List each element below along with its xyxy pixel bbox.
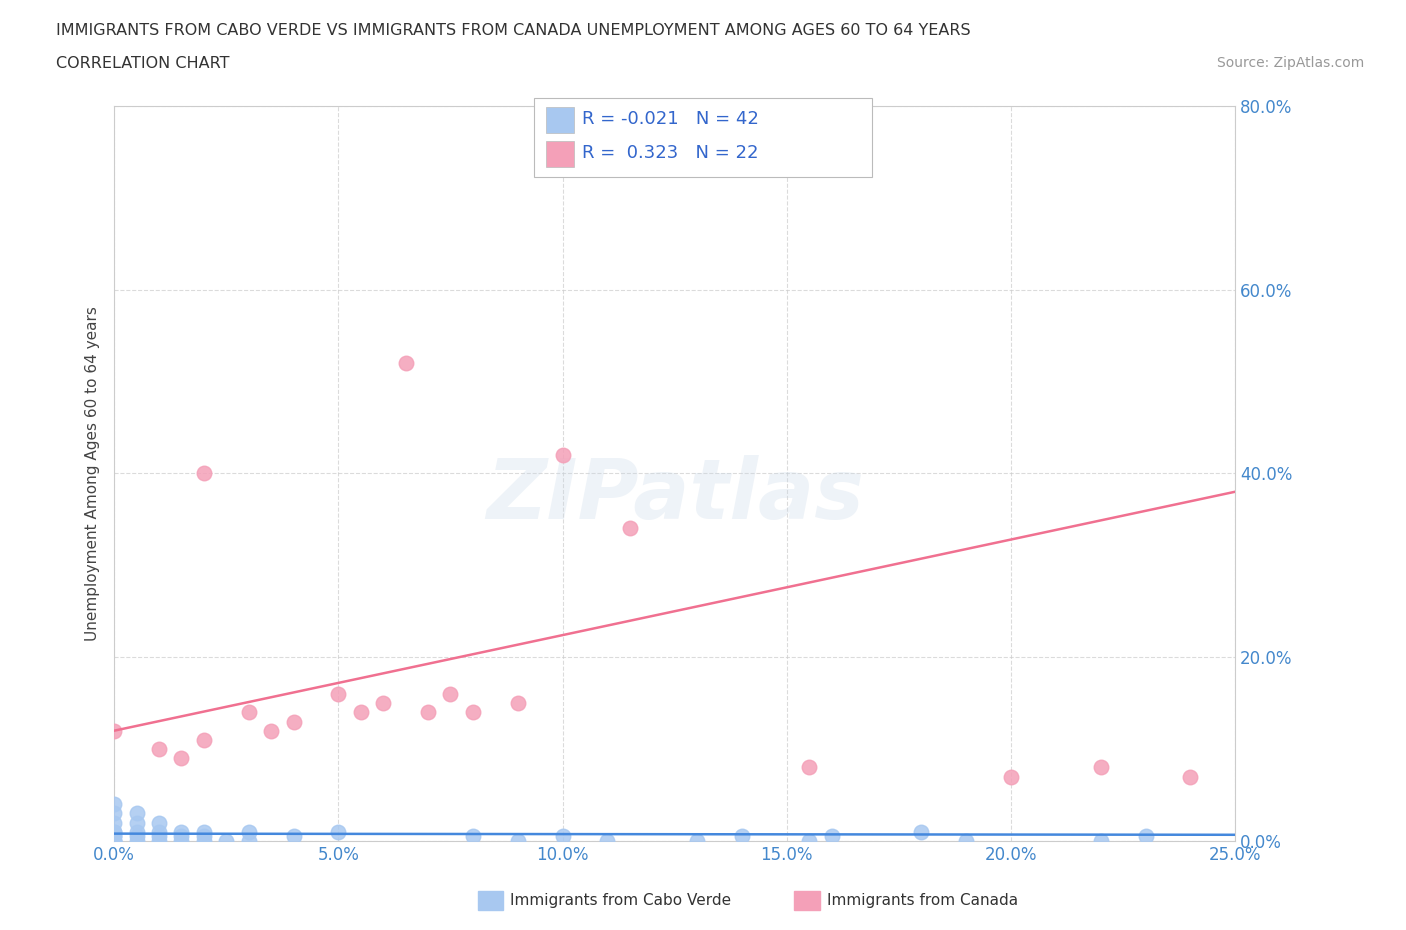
Point bbox=[170, 829, 193, 844]
Point bbox=[910, 824, 932, 839]
Point bbox=[170, 751, 193, 765]
Point bbox=[820, 829, 842, 844]
Point bbox=[799, 833, 821, 848]
Point bbox=[461, 829, 484, 844]
Point bbox=[373, 696, 395, 711]
Point bbox=[125, 833, 148, 848]
Point bbox=[506, 833, 529, 848]
Point bbox=[395, 355, 418, 370]
Point bbox=[125, 806, 148, 821]
Point bbox=[103, 724, 125, 738]
Point bbox=[103, 797, 125, 812]
Text: CORRELATION CHART: CORRELATION CHART bbox=[56, 56, 229, 71]
Point bbox=[103, 833, 125, 848]
Point bbox=[731, 829, 754, 844]
Point bbox=[193, 733, 215, 748]
Point bbox=[193, 824, 215, 839]
Y-axis label: Unemployment Among Ages 60 to 64 years: Unemployment Among Ages 60 to 64 years bbox=[86, 306, 100, 641]
Point bbox=[238, 705, 260, 720]
Point bbox=[238, 833, 260, 848]
Point bbox=[103, 816, 125, 830]
Text: IMMIGRANTS FROM CABO VERDE VS IMMIGRANTS FROM CANADA UNEMPLOYMENT AMONG AGES 60 : IMMIGRANTS FROM CABO VERDE VS IMMIGRANTS… bbox=[56, 23, 972, 38]
Point bbox=[461, 705, 484, 720]
Point bbox=[1090, 760, 1112, 775]
Text: Immigrants from Cabo Verde: Immigrants from Cabo Verde bbox=[510, 893, 731, 908]
Text: R =  0.323   N = 22: R = 0.323 N = 22 bbox=[582, 144, 759, 163]
Point bbox=[955, 833, 977, 848]
Point bbox=[686, 833, 709, 848]
Point bbox=[551, 447, 574, 462]
Point bbox=[619, 521, 641, 536]
Point bbox=[170, 824, 193, 839]
Point bbox=[193, 833, 215, 848]
Point bbox=[170, 833, 193, 848]
Point bbox=[193, 829, 215, 844]
Point bbox=[506, 696, 529, 711]
Point bbox=[125, 816, 148, 830]
Point bbox=[103, 833, 125, 848]
Point bbox=[1180, 769, 1202, 784]
Point bbox=[148, 816, 170, 830]
Text: Source: ZipAtlas.com: Source: ZipAtlas.com bbox=[1216, 56, 1364, 70]
Point bbox=[148, 829, 170, 844]
Point bbox=[328, 824, 350, 839]
Point bbox=[260, 724, 283, 738]
Point bbox=[238, 824, 260, 839]
Point bbox=[551, 829, 574, 844]
Point bbox=[103, 806, 125, 821]
Point bbox=[125, 829, 148, 844]
Point bbox=[103, 833, 125, 848]
Point bbox=[350, 705, 373, 720]
Point bbox=[799, 760, 821, 775]
Point bbox=[328, 686, 350, 701]
Point bbox=[416, 705, 439, 720]
Point bbox=[283, 714, 305, 729]
Point bbox=[215, 833, 238, 848]
Point bbox=[103, 829, 125, 844]
Point bbox=[125, 824, 148, 839]
Point bbox=[103, 824, 125, 839]
Point bbox=[439, 686, 461, 701]
Point bbox=[1090, 833, 1112, 848]
Point bbox=[1135, 829, 1157, 844]
Text: ZIPatlas: ZIPatlas bbox=[485, 455, 863, 536]
Text: R = -0.021   N = 42: R = -0.021 N = 42 bbox=[582, 110, 759, 128]
Point bbox=[148, 741, 170, 756]
Point bbox=[283, 829, 305, 844]
Point bbox=[103, 824, 125, 839]
Point bbox=[103, 829, 125, 844]
Text: Immigrants from Canada: Immigrants from Canada bbox=[827, 893, 1018, 908]
Point bbox=[193, 466, 215, 481]
Point bbox=[1000, 769, 1022, 784]
Point bbox=[148, 824, 170, 839]
Point bbox=[148, 833, 170, 848]
Point bbox=[596, 833, 619, 848]
